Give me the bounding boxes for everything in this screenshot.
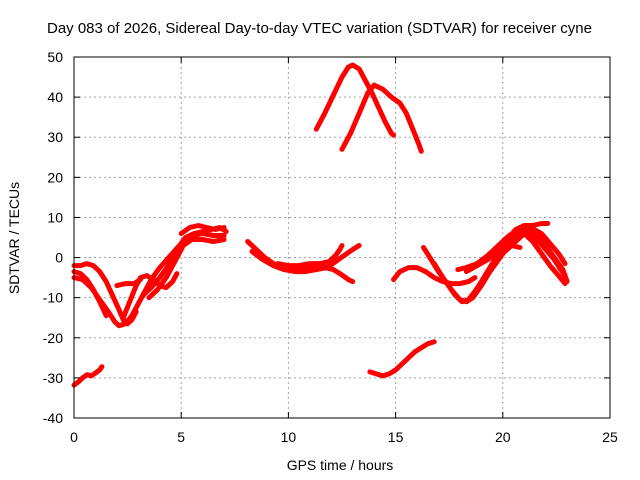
y-tick-label: 10 bbox=[47, 209, 63, 225]
series-arc-08 bbox=[146, 237, 227, 301]
series-arc-10 bbox=[245, 239, 356, 285]
x-tick-label: 0 bbox=[70, 429, 78, 445]
series-arc-22 bbox=[521, 225, 570, 285]
series-arc-09 bbox=[178, 223, 227, 236]
y-tick-label: 20 bbox=[47, 169, 63, 185]
y-tick-label: 50 bbox=[47, 49, 63, 65]
series-arc-21 bbox=[483, 243, 523, 281]
x-tick-label: 10 bbox=[281, 429, 297, 445]
series-arc-14 bbox=[339, 82, 424, 154]
y-tick-label: -20 bbox=[43, 330, 63, 346]
series-arc-13 bbox=[313, 62, 396, 138]
axis-ticks: 0 5 10 15 20 25 -40 -30 -20 -10 0 10 20 30 40 50 bbox=[43, 49, 618, 445]
series-arc-06 bbox=[120, 271, 180, 321]
y-tick-label: -40 bbox=[43, 410, 63, 426]
data-series bbox=[71, 62, 570, 388]
x-tick-label: 25 bbox=[602, 429, 618, 445]
y-tick-label: -30 bbox=[43, 370, 63, 386]
x-axis-label: GPS time / hours bbox=[287, 457, 394, 473]
x-tick-label: 15 bbox=[388, 429, 404, 445]
y-tick-label: -10 bbox=[43, 290, 63, 306]
y-tick-label: 40 bbox=[47, 89, 63, 105]
series-arc-20 bbox=[463, 225, 568, 275]
y-tick-label: 0 bbox=[55, 250, 63, 266]
grid-lines bbox=[74, 57, 610, 418]
series-arc-15 bbox=[367, 339, 437, 379]
plot-frame bbox=[73, 56, 611, 419]
y-axis-label: SDTVAR / TECUs bbox=[6, 182, 22, 294]
y-tick-label: 30 bbox=[47, 129, 63, 145]
x-tick-label: 5 bbox=[177, 429, 185, 445]
series-arc-01 bbox=[71, 364, 105, 388]
series-arc-12 bbox=[275, 243, 345, 269]
series-arc-11 bbox=[249, 243, 362, 275]
chart-title: Day 083 of 2026, Sidereal Day-to-day VTE… bbox=[47, 20, 592, 37]
series-arc-16 bbox=[391, 265, 478, 287]
x-tick-label: 20 bbox=[495, 429, 511, 445]
